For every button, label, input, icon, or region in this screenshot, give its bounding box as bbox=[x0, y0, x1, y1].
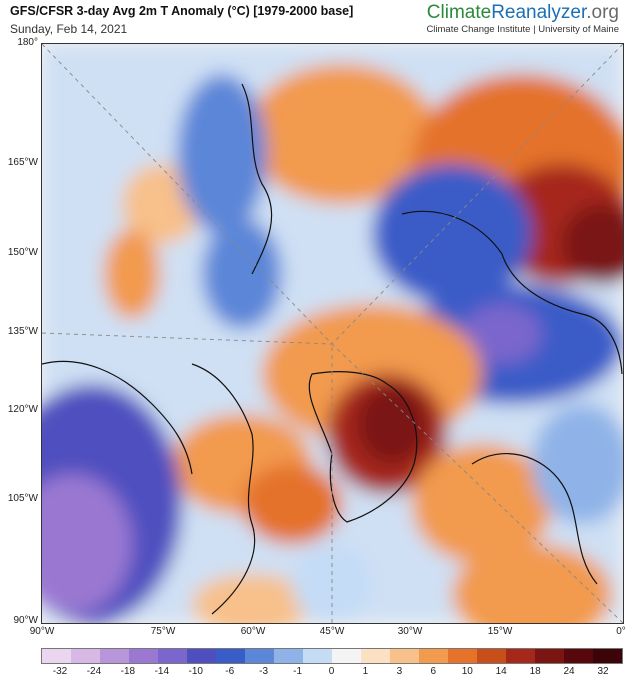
colorbar-swatch bbox=[593, 649, 622, 663]
colorbar-swatch bbox=[274, 649, 303, 663]
colorbar-label: 32 bbox=[597, 666, 609, 677]
colorbar-label: -10 bbox=[188, 666, 203, 677]
alaska-coast bbox=[241, 83, 273, 275]
colorbar-label: -6 bbox=[225, 666, 235, 677]
colorbar-label: -18 bbox=[120, 666, 136, 677]
colorbar-swatch bbox=[71, 649, 100, 663]
colorbar-swatch bbox=[361, 649, 390, 663]
brand-part-org: .org bbox=[586, 2, 619, 23]
temperature-anomaly-map bbox=[41, 43, 624, 624]
colorbar-label: -32 bbox=[52, 666, 68, 677]
lat-label-120w: 120°W bbox=[7, 404, 38, 415]
colorbar bbox=[41, 648, 623, 664]
colorbar-swatch bbox=[390, 649, 419, 663]
lon-label-75w: 75°W bbox=[150, 626, 176, 637]
lon-label-30w: 30°W bbox=[397, 626, 423, 637]
lat-label-180: 180° bbox=[17, 37, 38, 48]
colorbar-label: 6 bbox=[430, 666, 437, 677]
lon-label-0: 0° bbox=[616, 626, 626, 637]
colorbar-swatch bbox=[506, 649, 535, 663]
colorbar-swatch bbox=[535, 649, 564, 663]
colorbar-label: 24 bbox=[563, 666, 575, 677]
colorbar-swatch bbox=[158, 649, 187, 663]
lat-label-165w: 165°W bbox=[7, 157, 38, 168]
page-title: GFS/CFSR 3-day Avg 2m T Anomaly (°C) [19… bbox=[10, 4, 354, 18]
date-label: Sunday, Feb 14, 2021 bbox=[10, 22, 128, 36]
colorbar-label: -3 bbox=[259, 666, 269, 677]
lat-label-135w: 135°W bbox=[7, 326, 38, 337]
colorbar-swatch bbox=[42, 649, 71, 663]
colorbar-label: -14 bbox=[154, 666, 170, 677]
colorbar-swatch bbox=[448, 649, 477, 663]
lon-label-60w: 60°W bbox=[240, 626, 266, 637]
greenland-outline bbox=[308, 371, 418, 523]
colorbar-swatch bbox=[419, 649, 448, 663]
colorbar-swatch bbox=[564, 649, 593, 663]
brand-part-reanalyzer: Reanalyzer bbox=[491, 2, 587, 23]
brand-part-climate: Climate bbox=[426, 2, 492, 23]
colorbar-swatch bbox=[303, 649, 332, 663]
colorbar-swatch bbox=[332, 649, 361, 663]
colorbar-label: 1 bbox=[362, 666, 369, 677]
colorbar-label: 0 bbox=[328, 666, 335, 677]
colorbar-label: 10 bbox=[461, 666, 473, 677]
institution-label: Climate Change Institute | University of… bbox=[426, 24, 619, 35]
colorbar-label: 14 bbox=[495, 666, 507, 677]
lon-label-90w: 90°W bbox=[29, 626, 55, 637]
colorbar-swatch bbox=[216, 649, 245, 663]
colorbar-swatch bbox=[129, 649, 158, 663]
lat-label-105w: 105°W bbox=[7, 493, 38, 504]
colorbar-label: -1 bbox=[293, 666, 303, 677]
canada-coast bbox=[191, 363, 256, 615]
scandinavia-coast bbox=[471, 453, 598, 585]
lat-label-90w: 90°W bbox=[13, 615, 38, 626]
lon-label-45w: 45°W bbox=[319, 626, 345, 637]
hudson-coast bbox=[42, 360, 193, 475]
colorbar-label: 18 bbox=[529, 666, 541, 677]
colorbar-label: -24 bbox=[86, 666, 102, 677]
map-graphic bbox=[42, 44, 623, 623]
colorbar-swatch bbox=[477, 649, 506, 663]
colorbar-swatch bbox=[187, 649, 216, 663]
colorbar-swatch bbox=[245, 649, 274, 663]
graticule bbox=[42, 44, 623, 623]
climate-reanalyzer-logo[interactable]: ClimateReanalyzer.org bbox=[427, 2, 619, 24]
colorbar-swatch bbox=[100, 649, 129, 663]
lon-label-15w: 15°W bbox=[487, 626, 513, 637]
colorbar-label: 3 bbox=[396, 666, 403, 677]
anomaly-field bbox=[42, 44, 623, 623]
lat-label-150w: 150°W bbox=[7, 247, 38, 258]
